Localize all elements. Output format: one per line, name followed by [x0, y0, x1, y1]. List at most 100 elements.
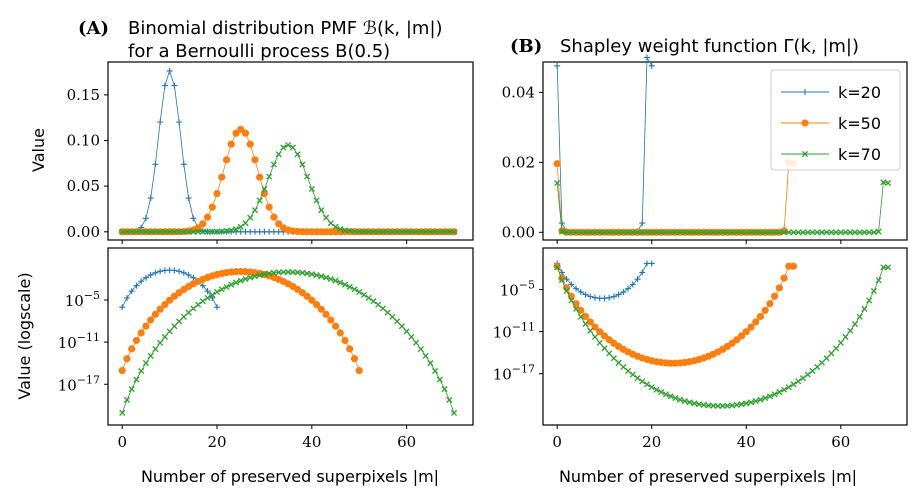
data-point: [802, 89, 808, 95]
data-point: [218, 173, 226, 181]
data-point: [289, 269, 296, 276]
data-point: [190, 215, 197, 222]
data-point: [327, 276, 334, 283]
data-point: [322, 274, 330, 281]
x-tick-label: 20: [207, 433, 226, 451]
data-point: [634, 276, 641, 283]
data-point: [756, 312, 765, 321]
data-point: [336, 329, 344, 337]
data-point: [432, 367, 439, 375]
panel-b-log-plot: 0 20 40 60 10−5 10−11 10−17: [493, 247, 908, 451]
data-point: [870, 287, 877, 295]
data-point: [232, 279, 240, 286]
data-point: [625, 367, 632, 374]
data-point: [667, 393, 674, 400]
data-point: [199, 227, 206, 234]
data-point: [757, 229, 764, 236]
data-point: [596, 339, 603, 346]
data-point: [804, 229, 811, 236]
x-tick-label: 40: [302, 433, 321, 451]
y-tick-label: 10−17: [58, 373, 100, 394]
data-point: [738, 229, 745, 236]
data-point: [413, 339, 420, 346]
data-point: [639, 220, 646, 227]
data-point: [823, 229, 830, 236]
y-tick-label: 0.15: [67, 86, 100, 104]
data-point: [752, 398, 759, 405]
series-k-50: [118, 267, 363, 375]
data-point: [171, 267, 178, 274]
data-point: [582, 229, 589, 236]
data-point: [223, 228, 230, 235]
data-point: [775, 284, 783, 292]
data-point: [653, 229, 660, 236]
data-point: [885, 264, 892, 271]
data-point: [823, 355, 830, 362]
data-point: [275, 220, 283, 228]
panel-a-title-line1: Binomial distribution PMF ℬ(k, |m|): [128, 18, 443, 39]
data-point: [147, 316, 155, 324]
data-point: [582, 291, 589, 298]
y-tick-label: 10−5: [65, 289, 100, 310]
panel-b-title-tag: (B): [510, 36, 542, 57]
data-point: [142, 274, 149, 281]
data-point: [303, 292, 311, 300]
data-point: [180, 269, 187, 276]
data-point: [828, 350, 835, 357]
data-point: [776, 389, 783, 396]
data-point: [752, 318, 760, 326]
data-point: [639, 229, 646, 236]
data-point: [880, 264, 887, 271]
data-point: [251, 156, 259, 164]
data-point: [147, 195, 154, 202]
data-point: [408, 228, 415, 235]
data-point: [766, 300, 774, 308]
data-point: [137, 329, 145, 337]
data-point: [142, 228, 149, 235]
data-point: [213, 189, 221, 198]
data-point: [157, 268, 164, 275]
data-point: [861, 305, 868, 313]
data-point: [427, 360, 434, 367]
data-point: [780, 274, 788, 282]
data-point: [232, 129, 240, 137]
data-point: [379, 228, 386, 235]
data-point: [837, 229, 844, 236]
data-point: [724, 229, 731, 236]
panel-a-log-plot: 0 20 40 60 10−5 10−11 10−17: [58, 247, 474, 451]
data-point: [629, 281, 636, 288]
data-point: [757, 396, 764, 403]
data-point: [648, 260, 655, 267]
data-point: [209, 295, 216, 302]
data-point: [166, 328, 173, 335]
data-point: [653, 386, 660, 393]
data-point: [270, 213, 278, 221]
data-point: [743, 229, 750, 236]
data-point: [629, 229, 636, 236]
data-point: [554, 62, 561, 69]
data-point: [147, 228, 154, 235]
panel-a-title-tag: (A): [78, 18, 109, 39]
data-point: [601, 345, 608, 352]
data-point: [389, 313, 396, 320]
data-point: [801, 150, 809, 158]
series-k-20: [119, 267, 221, 311]
legend-box: [770, 69, 901, 171]
data-point: [185, 309, 192, 316]
data-point: [185, 195, 192, 202]
data-point: [553, 160, 561, 168]
data-point: [601, 229, 608, 236]
data-point: [322, 310, 330, 318]
data-point: [450, 228, 458, 235]
data-point: [346, 345, 354, 353]
data-point: [592, 294, 598, 301]
data-point: [441, 386, 448, 393]
data-point: [615, 359, 622, 366]
data-point: [662, 229, 669, 236]
axes-frame: [107, 247, 474, 426]
data-point: [625, 229, 632, 236]
series-k-70: [119, 141, 458, 235]
data-point: [128, 345, 136, 353]
data-point: [790, 229, 797, 236]
